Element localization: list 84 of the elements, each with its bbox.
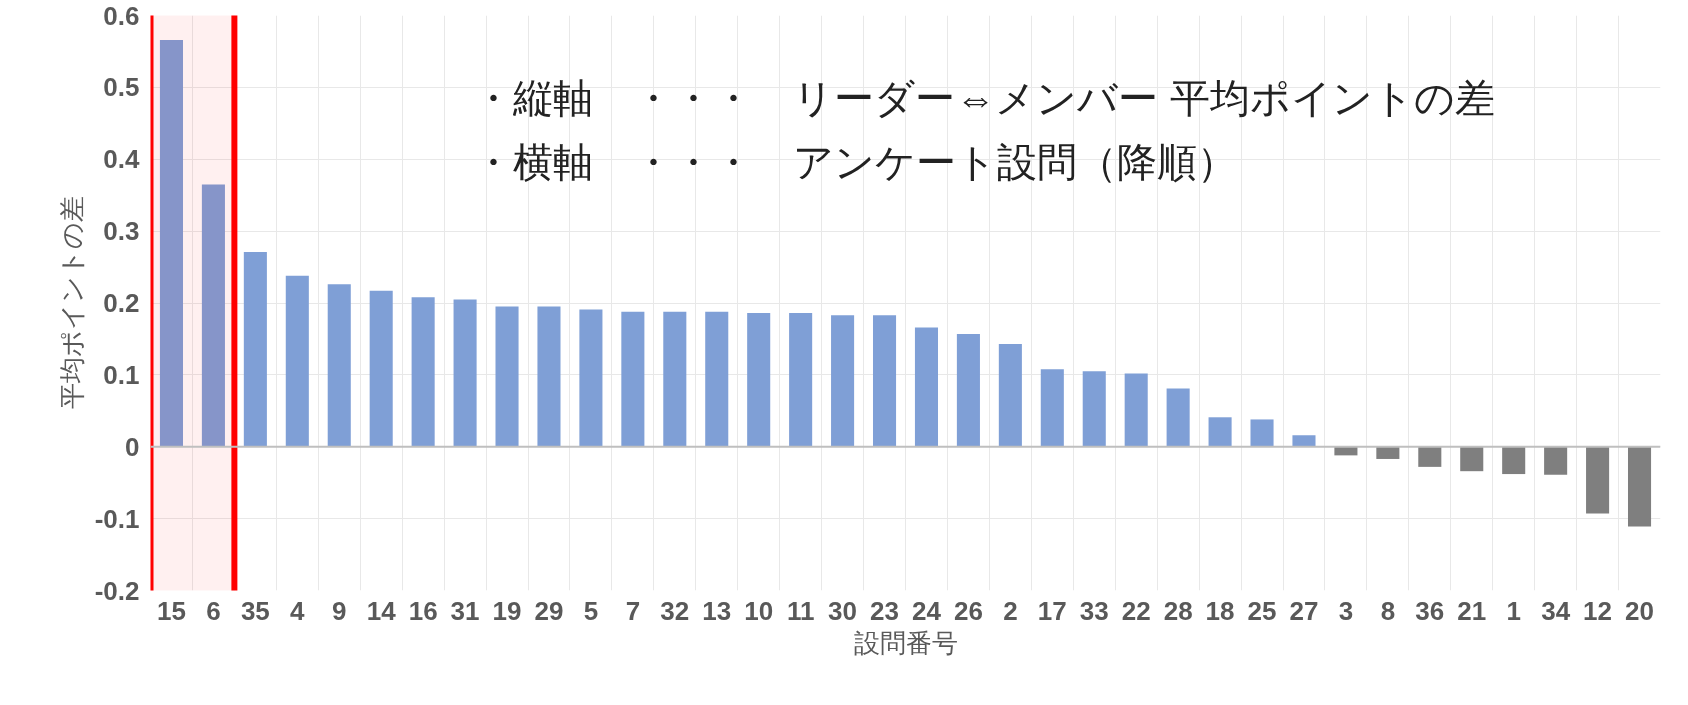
x-tick-label: 26 [953, 595, 983, 626]
bar [159, 39, 184, 447]
x-tick-label: 27 [1289, 595, 1319, 626]
x-tick-label: 32 [660, 595, 690, 626]
bar [453, 299, 477, 447]
x-tick-label: 7 [625, 595, 641, 626]
bar [243, 251, 267, 447]
bar [285, 275, 309, 447]
x-tick-label: 25 [1247, 595, 1277, 626]
annotation: ・横軸 ・・・ アンケート設問（降順） [473, 140, 1238, 185]
x-tick-label: 31 [450, 595, 480, 626]
bar [201, 184, 225, 447]
bar [1250, 419, 1274, 447]
y-tick-label: 0.3 [103, 216, 140, 247]
bar [1627, 446, 1652, 527]
y-tick-label: -0.2 [94, 575, 140, 606]
bar [1502, 446, 1526, 475]
y-tick-label: 0.6 [103, 0, 140, 31]
x-tick-label: 1 [1506, 595, 1521, 626]
bar [1418, 446, 1442, 467]
bar [1292, 435, 1316, 447]
annotation: ・縦軸 ・・・ リーダー⇔メンバー 平均ポイントの差 [473, 75, 1495, 120]
bar [747, 313, 771, 447]
x-tick-label: 30 [828, 595, 858, 626]
x-tick-label: 13 [702, 595, 732, 626]
y-tick-label: 0.4 [103, 144, 141, 175]
y-tick-label: -0.1 [94, 503, 140, 534]
x-tick-label: 19 [492, 595, 522, 626]
bar [998, 343, 1022, 447]
bar [831, 315, 855, 447]
bar [1460, 446, 1484, 472]
x-tick-label: 12 [1583, 595, 1613, 626]
bar [914, 327, 939, 447]
bar [1166, 388, 1190, 447]
bar [789, 313, 813, 447]
x-tick-label: 3 [1338, 595, 1354, 626]
x-tick-label: 33 [1079, 595, 1109, 626]
y-axis-title: 平均ポイントの差 [56, 196, 87, 410]
bar [1544, 446, 1568, 475]
x-tick-label: 22 [1121, 595, 1151, 626]
bar [495, 306, 519, 447]
x-tick-label: 28 [1163, 595, 1193, 626]
x-tick-label: 17 [1037, 595, 1067, 626]
x-tick-label: 8 [1380, 595, 1396, 626]
x-tick-label: 15 [157, 595, 186, 626]
bar [1082, 371, 1106, 447]
bar [411, 297, 435, 447]
x-tick-label: 4 [290, 595, 306, 626]
x-tick-label: 24 [912, 595, 942, 626]
bar [1040, 369, 1064, 447]
x-tick-label: 2 [1003, 595, 1018, 626]
bar [872, 315, 897, 447]
bar [705, 311, 729, 447]
y-tick-label: 0.2 [103, 288, 140, 318]
x-tick-label: 11 [786, 595, 815, 626]
bar [956, 333, 980, 447]
y-tick-label: 0 [125, 431, 140, 462]
bar [579, 309, 603, 447]
bar [621, 311, 645, 447]
bar [663, 311, 687, 447]
bar [537, 306, 561, 447]
x-tick-label: 18 [1205, 595, 1235, 626]
bar [369, 290, 393, 447]
bar [1124, 373, 1148, 447]
bar [327, 284, 351, 447]
x-tick-label: 16 [408, 595, 438, 626]
x-tick-label: 5 [583, 595, 599, 626]
x-tick-label: 29 [534, 595, 564, 626]
bar [1376, 446, 1400, 459]
x-tick-label: 20 [1625, 595, 1654, 626]
bar [1208, 417, 1232, 447]
x-tick-label: 21 [1457, 595, 1487, 626]
x-tick-label: 23 [870, 595, 899, 626]
x-tick-label: 10 [744, 595, 774, 626]
x-tick-label: 36 [1415, 595, 1445, 626]
x-tick-label: 34 [1541, 595, 1571, 626]
x-tick-label: 35 [240, 595, 270, 626]
x-axis-title: 設問番号 [853, 627, 958, 658]
x-tick-label: 6 [206, 595, 221, 626]
y-tick-label: 0.1 [103, 359, 140, 390]
x-tick-label: 14 [366, 595, 397, 626]
bar [1586, 446, 1610, 514]
x-tick-label: 9 [332, 595, 347, 626]
y-tick-label: 0.5 [103, 72, 140, 103]
